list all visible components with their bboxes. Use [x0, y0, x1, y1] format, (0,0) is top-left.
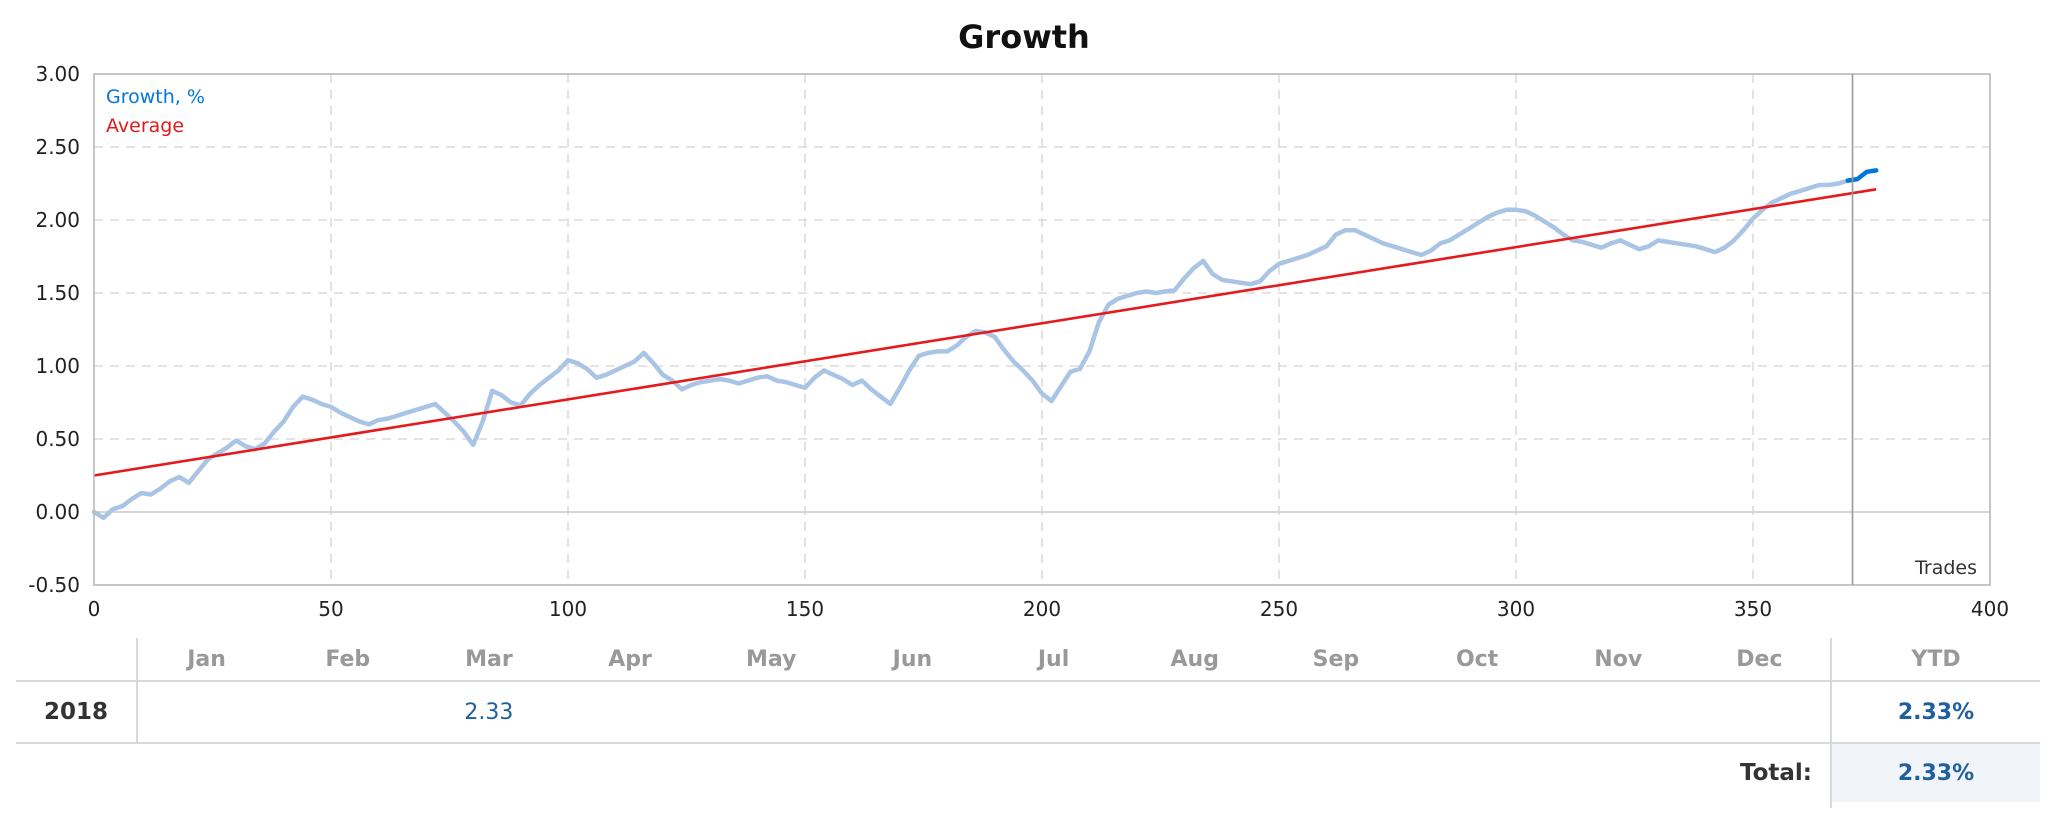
y-tick-label: -0.50: [28, 573, 80, 597]
month-header-jan: Jan: [187, 646, 226, 672]
x-tick-label: 150: [786, 597, 824, 621]
month-header-mar: Mar: [465, 646, 513, 672]
y-tick-label: 1.00: [35, 354, 80, 378]
x-tick-label: 0: [88, 597, 101, 621]
y-tick-label: 2.00: [35, 208, 80, 232]
month-header-jun: Jun: [892, 646, 933, 672]
y-tick-label: 2.50: [35, 135, 80, 159]
average-line: [93, 188, 1877, 477]
x-axis-label: Trades: [1914, 557, 1977, 579]
month-header-oct: Oct: [1455, 646, 1499, 672]
x-tick-label: 100: [549, 597, 587, 621]
month-header-may: May: [746, 646, 797, 672]
monthly-returns-table: Jan Feb Mar Apr May Jun Jul Aug Sep Oct Nov Dec YTD …: [16, 638, 2040, 808]
growth-chart: -0.50 0.00 0.50 1.00 1.50 2.00 2.50 3.00 0 50 100 1…: [28, 18, 2009, 621]
chart-title: Growth: [958, 18, 1090, 56]
year-row: 2018 2.33 2.33%: [16, 682, 2040, 742]
plot-frame: [93, 73, 1991, 586]
ytd-column-divider: [1830, 638, 1832, 808]
year-column-divider: [136, 638, 138, 742]
month-header-nov: Nov: [1594, 646, 1643, 672]
ytd-header: YTD: [1911, 646, 1961, 672]
ytd-value: 2.33%: [1897, 699, 1975, 725]
chart-axes: -0.50 0.00 0.50 1.00 1.50 2.00 2.50 3.00 0 50 100 1…: [28, 62, 2009, 621]
chart-series: [91, 168, 1879, 521]
header-divider: [16, 680, 2040, 682]
y-tick-label: 1.50: [35, 281, 80, 305]
month-header-aug: Aug: [1170, 646, 1219, 672]
x-tick-label: 400: [1971, 597, 2009, 621]
month-value-mar: 2.33: [464, 699, 514, 725]
month-header-feb: Feb: [325, 646, 371, 672]
legend-growth[interactable]: Growth, %: [106, 86, 205, 108]
x-tick-label: 250: [1260, 597, 1298, 621]
y-tick-label: 0.00: [35, 500, 80, 524]
x-tick-label: 50: [318, 597, 343, 621]
month-header-jul: Jul: [1037, 646, 1070, 672]
y-tick-label: 0.50: [35, 427, 80, 451]
legend-average[interactable]: Average: [106, 115, 184, 137]
x-tick-label: 200: [1023, 597, 1061, 621]
month-header-dec: Dec: [1736, 646, 1783, 672]
x-tick-label: 300: [1497, 597, 1535, 621]
month-header-row: Jan Feb Mar Apr May Jun Jul Aug Sep Oct Nov Dec YTD: [16, 638, 2040, 680]
month-header-sep: Sep: [1312, 646, 1360, 672]
year-label: 2018: [43, 699, 108, 725]
chart-grid: [94, 74, 1990, 585]
y-tick-label: 3.00: [35, 62, 80, 86]
total-label: Total:: [1739, 760, 1812, 786]
x-tick-label: 350: [1734, 597, 1772, 621]
growth-line-history: [91, 178, 1851, 521]
total-value: 2.33%: [1832, 744, 2040, 802]
row-divider: [16, 742, 2040, 744]
month-header-apr: Apr: [608, 646, 652, 672]
